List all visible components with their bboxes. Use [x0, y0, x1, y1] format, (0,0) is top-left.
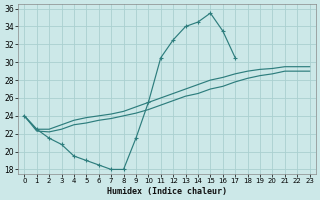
X-axis label: Humidex (Indice chaleur): Humidex (Indice chaleur) [107, 187, 227, 196]
